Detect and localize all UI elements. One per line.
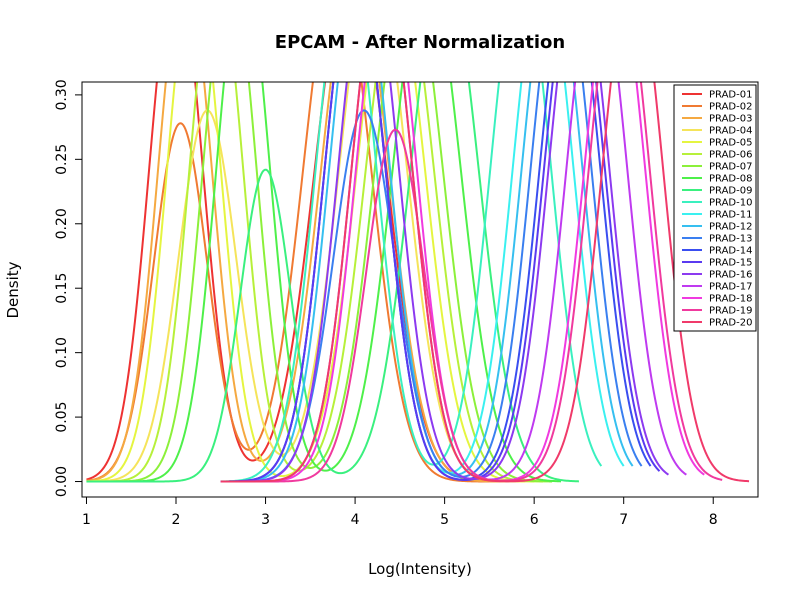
x-tick-label: 6: [530, 512, 539, 528]
x-tick-label: 5: [440, 512, 449, 528]
legend-label: PRAD-11: [709, 210, 752, 221]
legend-label: PRAD-03: [709, 114, 752, 125]
density-curve-prad-19: [220, 82, 723, 483]
legend-label: PRAD-04: [709, 126, 752, 137]
density-curve-prad-16: [220, 82, 670, 483]
density-curves: [86, 82, 750, 483]
density-curve-prad-08: [86, 82, 562, 483]
x-tick-label: 7: [619, 512, 628, 528]
legend-label: PRAD-13: [709, 234, 752, 245]
y-axis: 0.00 0.05 0.10 0.15 0.20 0.25 0.30: [54, 79, 83, 497]
y-tick-label: 0.15: [54, 273, 70, 304]
legend-label: PRAD-20: [709, 318, 752, 329]
x-tick-label: 2: [172, 512, 181, 528]
y-tick-label: 0.05: [54, 402, 70, 433]
legend-label: PRAD-09: [709, 186, 752, 197]
legend-label: PRAD-17: [709, 282, 752, 293]
y-tick-label: 0.20: [54, 208, 70, 239]
x-axis-label: Log(Intensity): [368, 560, 472, 578]
legend-label: PRAD-19: [709, 306, 752, 317]
x-axis: 1 2 3 4 5 6 7 8: [82, 496, 718, 528]
legend-box: [673, 84, 757, 332]
y-tick-label: 0.30: [54, 79, 70, 110]
density-curve-prad-03: [86, 82, 517, 483]
density-curve-prad-02: [86, 82, 499, 483]
legend-label: PRAD-12: [709, 222, 752, 233]
x-tick-label: 8: [709, 512, 718, 528]
legend-label: PRAD-05: [709, 138, 752, 149]
legend-label: PRAD-02: [709, 102, 752, 113]
y-tick-label: 0.25: [54, 144, 70, 175]
legend-label: PRAD-10: [709, 198, 752, 209]
x-tick-label: 3: [261, 512, 270, 528]
legend-label: PRAD-16: [709, 270, 752, 281]
density-curve-prad-18: [220, 82, 705, 483]
x-tick-label: 4: [351, 512, 360, 528]
density-curve-prad-06: [86, 82, 544, 483]
legend-label: PRAD-06: [709, 150, 752, 161]
chart-title: EPCAM - After Normalization: [275, 32, 565, 53]
density-curve-prad-15: [220, 82, 661, 483]
y-tick-label: 0.10: [54, 337, 70, 368]
y-tick-label: 0.00: [54, 466, 70, 497]
density-curve-prad-07: [86, 82, 553, 483]
density-curve-prad-20: [220, 82, 750, 483]
legend-label: PRAD-15: [709, 258, 752, 269]
legend-label: PRAD-14: [709, 246, 752, 257]
legend-label: PRAD-08: [709, 174, 752, 185]
density-curve-prad-01: [86, 82, 499, 483]
legend-label: PRAD-01: [709, 90, 752, 101]
legend-label: PRAD-18: [709, 294, 752, 305]
legend: PRAD-01PRAD-02PRAD-03PRAD-04PRAD-05PRAD-…: [673, 84, 757, 332]
x-tick-label: 1: [82, 512, 91, 528]
density-curve-prad-10: [220, 82, 603, 483]
legend-label: PRAD-07: [709, 162, 752, 173]
y-axis-label: Density: [4, 261, 22, 318]
